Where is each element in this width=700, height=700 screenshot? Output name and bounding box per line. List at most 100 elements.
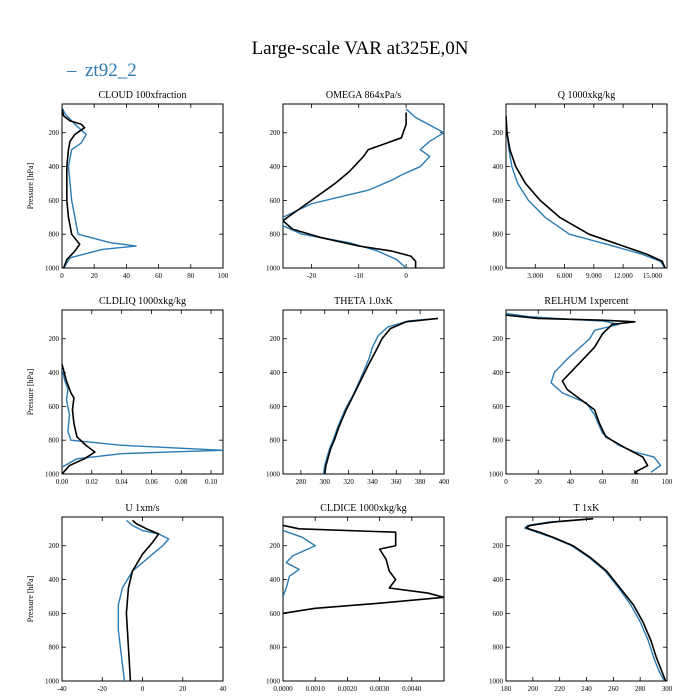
x-tick-label: 320 (343, 478, 354, 486)
x-tick-label: 0.02 (86, 478, 99, 486)
y-tick-label: 200 (49, 129, 60, 137)
y-tick-label: 1000 (266, 265, 281, 273)
x-tick-label: -10 (354, 272, 364, 280)
y-tick-label: 200 (493, 129, 504, 137)
x-tick-label: 0.06 (145, 478, 158, 486)
panel-title: CLDLIQ 1000xkg/kg (99, 296, 186, 307)
y-tick-label: 600 (49, 197, 60, 205)
x-tick-label: 20 (179, 685, 187, 693)
x-tick-label: 200 (528, 685, 539, 693)
legend-label: zt92_2 (85, 60, 137, 81)
panel-title: CLDICE 1000xkg/kg (320, 503, 406, 514)
y-tick-label: 400 (270, 576, 281, 584)
plot-frame (282, 103, 445, 269)
y-tick-label: 200 (49, 335, 60, 343)
y-tick-label: 400 (49, 163, 60, 171)
y-tick-label: 400 (493, 369, 504, 377)
x-tick-label: 380 (415, 478, 426, 486)
x-tick-label: 9.000 (586, 272, 602, 280)
panel-4: THETA 1.0xK 200 400 600 800 1000 280 300 320 340 3… (266, 296, 450, 486)
x-tick-label: 300 (662, 685, 673, 693)
x-tick-label: 220 (554, 685, 565, 693)
x-tick-label: 0.00 (56, 478, 69, 486)
y-tick-label: 200 (493, 542, 504, 550)
x-tick-label: 100 (218, 272, 229, 280)
y-tick-label: 1000 (489, 471, 504, 479)
panel-3: CLDLIQ 1000xkg/kg Pressure [hPa] 200 400 600… (26, 296, 224, 486)
x-tick-label: 0.0000 (273, 685, 293, 693)
plot-frame (61, 516, 224, 682)
x-tick-label: 0 (404, 272, 408, 280)
series-line-1 (506, 312, 662, 473)
x-tick-label: 0.0020 (338, 685, 358, 693)
series-line-0 (323, 317, 439, 474)
x-tick-label: 20 (535, 478, 543, 486)
y-tick-label: 600 (49, 610, 60, 618)
y-tick-label: 600 (270, 403, 281, 411)
plot-frame (282, 309, 445, 475)
x-tick-label: 80 (187, 272, 195, 280)
x-tick-label: 240 (581, 685, 592, 693)
x-tick-label: 60 (599, 478, 607, 486)
series-line-0 (62, 108, 86, 268)
x-tick-label: 0.0030 (370, 685, 390, 693)
y-tick-label: 800 (270, 644, 281, 652)
x-tick-label: 12.000 (613, 272, 633, 280)
series-line-1 (506, 115, 666, 268)
y-tick-label: 600 (270, 197, 281, 205)
y-tick-label: 1000 (489, 678, 504, 686)
x-tick-label: 300 (319, 478, 330, 486)
x-tick-label: 20 (91, 272, 99, 280)
y-axis-label: Pressure [hPa] (26, 368, 35, 415)
panel-title: T 1xK (574, 503, 600, 514)
x-tick-label: 360 (391, 478, 402, 486)
series-line-0 (525, 517, 667, 681)
y-tick-label: 600 (270, 610, 281, 618)
y-tick-label: 800 (493, 644, 504, 652)
panel-1: OMEGA 864xPa/s 200 400 600 800 1000 -20 -10 0 (266, 90, 445, 280)
x-tick-label: 180 (501, 685, 512, 693)
y-axis-label: Pressure [hPa] (26, 162, 35, 209)
x-tick-label: 40 (123, 272, 131, 280)
x-tick-label: 400 (439, 478, 450, 486)
plot-frame (505, 516, 668, 682)
series-line-1 (62, 369, 223, 468)
y-tick-label: 400 (49, 576, 60, 584)
y-axis-label: Pressure [hPa] (26, 575, 35, 622)
plot-frame (505, 103, 668, 269)
y-tick-label: 400 (270, 163, 281, 171)
panel-title: Q 1000xkg/kg (558, 90, 616, 101)
series-line-0 (125, 519, 160, 681)
y-tick-label: 200 (270, 335, 281, 343)
x-tick-label: 0.04 (116, 478, 129, 486)
series-line-0 (283, 112, 417, 268)
x-tick-label: 60 (155, 272, 163, 280)
x-tick-label: 0 (141, 685, 145, 693)
x-tick-label: 15.000 (643, 272, 663, 280)
x-tick-label: 0 (60, 272, 64, 280)
y-tick-label: 800 (49, 437, 60, 445)
y-tick-label: 600 (493, 403, 504, 411)
series-line-1 (283, 529, 316, 597)
x-tick-label: 40 (567, 478, 575, 486)
series-line-1 (117, 519, 170, 681)
y-tick-label: 800 (49, 644, 60, 652)
panel-title: CLOUD 100xfraction (98, 90, 186, 101)
panel-2: Q 1000xkg/kg 200 400 600 800 1000 3.000 6.000 9.… (489, 90, 668, 280)
y-tick-label: 200 (270, 129, 281, 137)
y-tick-label: 600 (493, 197, 504, 205)
series-line-1 (524, 517, 665, 681)
y-tick-label: 1000 (266, 678, 281, 686)
x-tick-label: 100 (662, 478, 673, 486)
x-tick-label: 0 (504, 478, 508, 486)
y-tick-label: 1000 (489, 265, 504, 273)
panel-title: THETA 1.0xK (334, 296, 393, 307)
y-tick-label: 1000 (45, 265, 60, 273)
